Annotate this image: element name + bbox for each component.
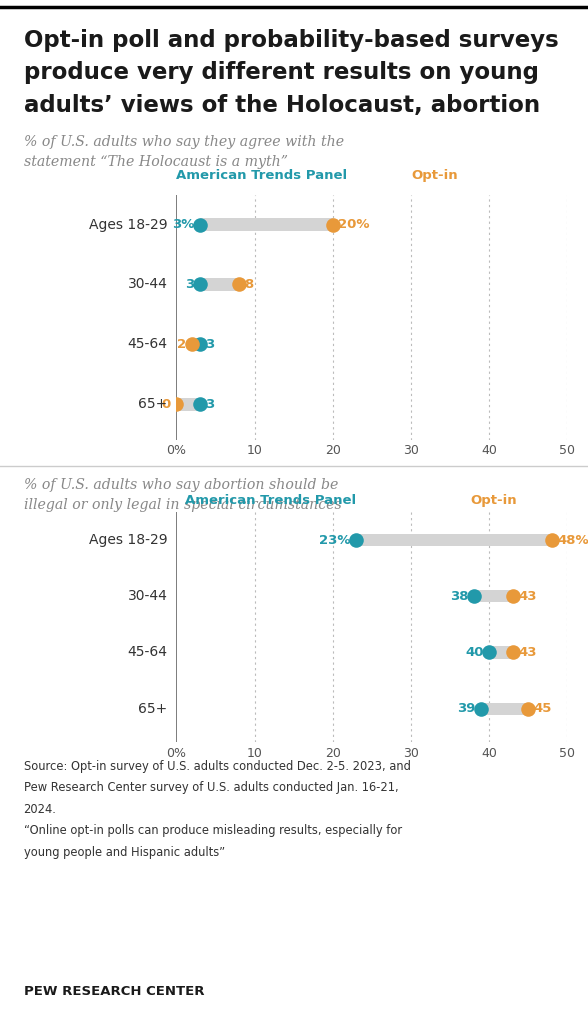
Text: 30-44: 30-44 [128,589,168,603]
Text: 45: 45 [534,702,552,715]
Point [524,700,533,717]
Point [195,216,205,232]
Text: 45-64: 45-64 [128,645,168,659]
Point [485,644,494,660]
Point [172,396,181,413]
Text: young people and Hispanic adults”: young people and Hispanic adults” [24,846,225,859]
Text: 39: 39 [457,702,476,715]
Point [547,531,556,548]
Text: 0: 0 [162,398,171,411]
Text: 43: 43 [518,646,537,659]
Text: PEW RESEARCH CENTER: PEW RESEARCH CENTER [24,985,204,998]
Point [328,216,338,232]
Text: statement “The Holocaust is a myth”: statement “The Holocaust is a myth” [24,155,288,169]
Text: Opt-in: Opt-in [471,494,517,507]
Point [195,276,205,293]
Point [508,588,517,604]
Text: “Online opt-in polls can produce misleading results, especially for: “Online opt-in polls can produce mislead… [24,824,402,838]
Text: Pew Research Center survey of U.S. adults conducted Jan. 16-21,: Pew Research Center survey of U.S. adult… [24,781,398,795]
Text: Opt-in: Opt-in [412,169,458,182]
Text: 23%: 23% [319,534,351,547]
Point [195,396,205,413]
Text: 48%: 48% [557,534,588,547]
Text: 43: 43 [518,590,537,603]
Bar [482,702,529,715]
Bar [356,534,552,546]
Text: % of U.S. adults who say abortion should be: % of U.S. adults who say abortion should… [24,478,338,493]
Bar [200,278,239,291]
Text: 38: 38 [450,590,468,603]
Text: Opt-in poll and probability-based surveys: Opt-in poll and probability-based survey… [24,29,558,51]
Text: Source: Opt-in survey of U.S. adults conducted Dec. 2-5. 2023, and: Source: Opt-in survey of U.S. adults con… [24,760,410,773]
Bar [192,338,200,351]
Point [477,700,486,717]
Point [508,644,517,660]
Text: 8: 8 [245,278,253,291]
Text: 40: 40 [465,646,484,659]
Bar [176,397,200,411]
Text: 2024.: 2024. [24,803,56,816]
Point [188,336,197,352]
Text: American Trends Panel: American Trends Panel [185,494,356,507]
Text: 30-44: 30-44 [128,278,168,292]
Text: 2: 2 [178,338,186,351]
Text: 65+: 65+ [138,701,168,716]
Point [195,336,205,352]
Text: % of U.S. adults who say they agree with the: % of U.S. adults who say they agree with… [24,135,343,150]
Text: 65+: 65+ [138,397,168,412]
Text: Ages 18-29: Ages 18-29 [89,217,168,231]
Point [352,531,361,548]
Text: illegal or only legal in special circumstances: illegal or only legal in special circums… [24,498,341,512]
Bar [200,218,333,231]
Text: produce very different results on young: produce very different results on young [24,61,539,84]
Text: adults’ views of the Holocaust, abortion: adults’ views of the Holocaust, abortion [24,94,540,117]
Text: 3%: 3% [172,218,195,231]
Text: Ages 18-29: Ages 18-29 [89,534,168,547]
Point [234,276,243,293]
Text: 3: 3 [185,278,195,291]
Text: American Trends Panel: American Trends Panel [176,169,348,182]
Text: 3: 3 [205,398,215,411]
Bar [473,590,513,602]
Text: 45-64: 45-64 [128,338,168,351]
Bar [489,646,513,658]
Point [469,588,478,604]
Text: 3: 3 [205,338,215,351]
Text: 20%: 20% [338,218,370,231]
